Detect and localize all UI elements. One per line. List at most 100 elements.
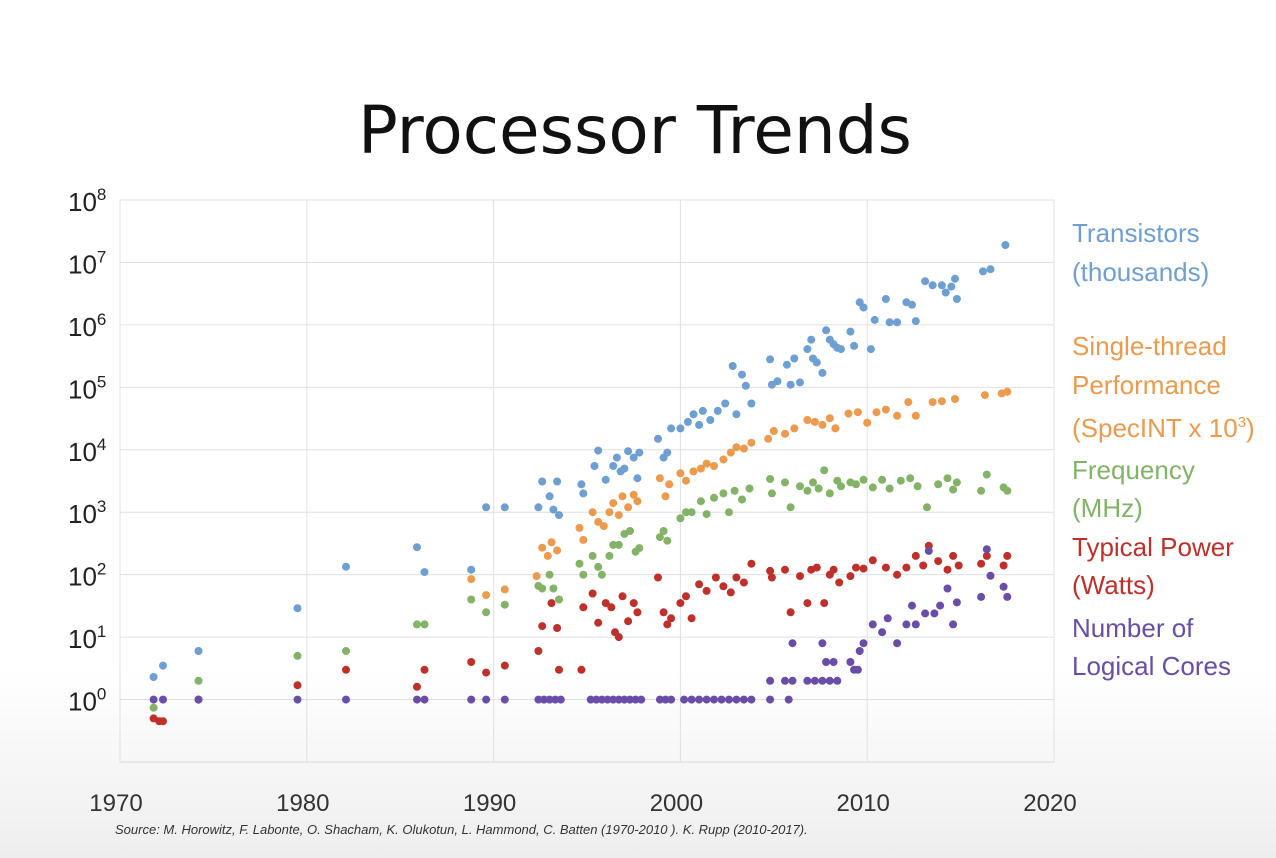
- data-point: [784, 695, 793, 704]
- data-point: [803, 486, 812, 495]
- data-point: [893, 570, 902, 579]
- data-point: [605, 551, 614, 560]
- data-point: [687, 508, 696, 517]
- data-point: [500, 503, 509, 512]
- legend-performance-exponent: 3: [1237, 414, 1247, 431]
- data-point: [859, 564, 868, 573]
- data-point: [482, 608, 491, 617]
- data-point: [868, 556, 877, 565]
- data-point: [837, 345, 845, 354]
- data-point: [556, 695, 565, 704]
- data-point: [883, 614, 892, 623]
- y-tick-label: 108: [68, 185, 106, 217]
- data-point: [846, 658, 855, 666]
- data-point: [500, 585, 509, 594]
- data-point: [747, 559, 756, 568]
- data-point: [954, 561, 963, 570]
- data-point: [633, 474, 642, 483]
- data-point: [194, 647, 203, 655]
- data-point: [726, 588, 735, 597]
- source-note: Source: M. Horowitz, F. Labonte, O. Shac…: [115, 822, 808, 837]
- y-tick-exponent: 3: [97, 497, 106, 516]
- data-point: [982, 551, 991, 560]
- data-point: [577, 480, 586, 489]
- data-point: [482, 591, 491, 600]
- data-point: [594, 446, 603, 455]
- data-point: [629, 599, 638, 608]
- data-point: [695, 580, 704, 589]
- data-point: [601, 599, 610, 608]
- data-point: [710, 462, 718, 470]
- data-point: [924, 546, 933, 555]
- data-point: [577, 665, 586, 674]
- data-point: [980, 391, 989, 400]
- x-tick-label: 1970: [89, 790, 142, 817]
- legend: Transistors (thousands) Single-thread Pe…: [1072, 214, 1276, 686]
- data-point: [732, 695, 741, 704]
- data-point: [781, 565, 789, 574]
- data-point: [594, 562, 603, 571]
- data-point: [923, 503, 931, 512]
- data-point: [726, 448, 735, 457]
- series-3: [149, 541, 1012, 726]
- data-point: [979, 267, 987, 276]
- data-point: [739, 695, 748, 704]
- data-point: [814, 484, 823, 493]
- data-point: [906, 474, 915, 483]
- data-point: [812, 563, 821, 572]
- data-point: [607, 603, 616, 612]
- data-point: [605, 508, 614, 517]
- data-point: [782, 360, 791, 369]
- data-point: [695, 695, 704, 704]
- data-point: [609, 462, 618, 470]
- data-point: [624, 503, 633, 512]
- data-point: [687, 614, 696, 623]
- legend-power: Typical Power (Watts): [1072, 528, 1276, 605]
- data-point: [293, 681, 302, 690]
- data-point: [786, 608, 795, 617]
- data-point: [609, 499, 618, 508]
- data-point: [159, 717, 167, 726]
- data-point: [943, 565, 952, 574]
- series-0: [149, 241, 1010, 681]
- data-point: [773, 377, 782, 386]
- data-point: [852, 563, 860, 572]
- data-point: [835, 578, 844, 587]
- data-point: [786, 503, 795, 512]
- data-point: [977, 486, 986, 495]
- data-point: [420, 665, 429, 674]
- data-point: [614, 695, 623, 704]
- data-point: [796, 482, 804, 491]
- data-point: [943, 474, 952, 483]
- data-point: [667, 695, 676, 704]
- data-point: [467, 595, 476, 604]
- y-tick-label: 107: [68, 247, 106, 279]
- data-point: [592, 695, 601, 704]
- data-point: [911, 551, 920, 560]
- data-point: [769, 427, 778, 435]
- data-point: [904, 398, 913, 407]
- data-point: [818, 639, 827, 648]
- data-point: [717, 695, 726, 704]
- legend-power-line1: Typical Power: [1072, 531, 1234, 562]
- data-point: [878, 628, 887, 637]
- data-point: [810, 676, 819, 685]
- data-point: [846, 327, 855, 336]
- data-point: [293, 695, 302, 704]
- legend-frequency-line2: (MHz): [1072, 493, 1143, 523]
- data-point: [952, 295, 961, 303]
- data-point: [855, 647, 864, 655]
- data-point: [620, 464, 629, 473]
- data-point: [626, 695, 634, 704]
- data-point: [837, 482, 845, 491]
- data-point: [532, 572, 541, 581]
- data-point: [538, 584, 547, 593]
- data-point: [482, 503, 491, 512]
- data-point: [881, 405, 890, 414]
- data-point: [702, 586, 711, 595]
- data-point: [633, 497, 642, 506]
- data-point: [342, 665, 350, 674]
- data-point: [943, 584, 952, 593]
- plot-frame: [119, 199, 1055, 763]
- y-tick-base: 10: [68, 687, 97, 717]
